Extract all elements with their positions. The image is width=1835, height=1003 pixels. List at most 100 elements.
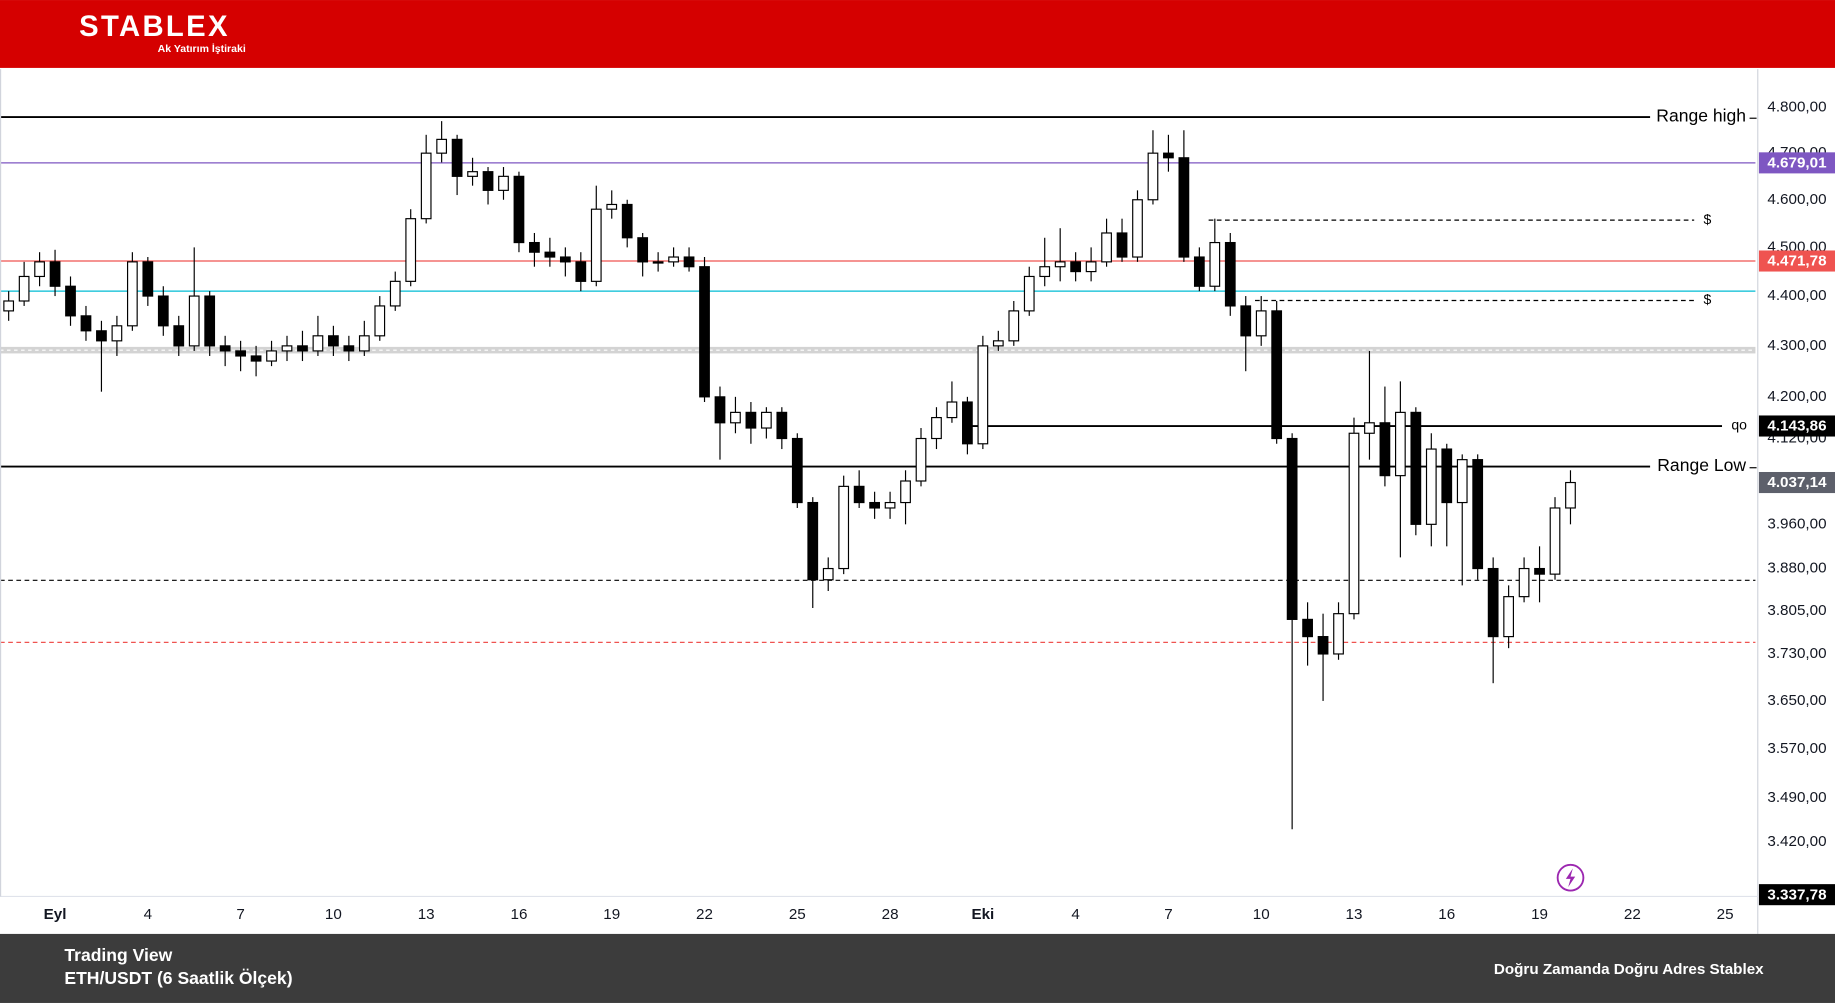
candle-body xyxy=(1255,310,1267,337)
x-tick-label: 22 xyxy=(696,906,713,923)
candle-body xyxy=(1224,241,1236,307)
candle-body xyxy=(250,355,262,362)
candle-body xyxy=(1364,422,1375,434)
candle-body xyxy=(173,325,185,347)
price-box xyxy=(1758,250,1835,272)
level-name: Range high xyxy=(1656,106,1746,126)
candle-body xyxy=(482,171,494,191)
x-tick-label: 13 xyxy=(1346,906,1363,923)
header-bar xyxy=(0,0,1835,68)
footer-bar xyxy=(0,933,1835,1003)
price-box xyxy=(1758,884,1835,906)
candle-body xyxy=(219,345,231,352)
candle-body xyxy=(606,203,618,210)
y-tick-label: 3.880,00 xyxy=(1767,560,1826,577)
price-box xyxy=(1758,471,1835,494)
price-box-label: 3.337,78 xyxy=(1767,886,1826,903)
candle-body xyxy=(1472,459,1484,570)
candle-body xyxy=(111,325,123,342)
x-tick-label: 16 xyxy=(510,906,527,923)
candle-body xyxy=(1008,310,1020,342)
candle-body xyxy=(652,261,664,264)
candle-body xyxy=(760,411,772,429)
candle-body xyxy=(1271,310,1283,440)
level-name: $ xyxy=(1704,291,1712,307)
x-tick-label: 10 xyxy=(1253,906,1270,923)
candle-body xyxy=(157,295,169,327)
candle-body xyxy=(297,345,308,352)
candle-body xyxy=(931,416,942,440)
candle-body xyxy=(559,256,571,263)
candle-body xyxy=(1101,232,1112,263)
y-tick-label: 4.200,00 xyxy=(1767,388,1826,405)
candle-body xyxy=(188,295,200,347)
candle-body xyxy=(714,396,726,424)
candle-body xyxy=(1178,157,1190,258)
icon xyxy=(1556,863,1585,892)
candle-body xyxy=(1302,618,1313,638)
candle-body xyxy=(126,261,138,327)
candle-body xyxy=(1425,448,1437,525)
y-tick-label: 3.570,00 xyxy=(1767,740,1826,757)
candle-body xyxy=(915,437,927,482)
level-name: Range Low xyxy=(1657,455,1746,475)
y-tick-label: 4.400,00 xyxy=(1767,287,1826,304)
candle-body xyxy=(498,175,509,191)
y-tick-label: 4.600,00 xyxy=(1767,191,1826,208)
candle-body xyxy=(266,350,277,362)
candle-body xyxy=(730,411,741,424)
candle-body xyxy=(420,152,432,220)
candle-body xyxy=(1565,481,1576,509)
price-box-label: 4.143,86 xyxy=(1767,418,1826,435)
candle-body xyxy=(96,330,107,342)
candle-body xyxy=(869,501,880,509)
candle-body xyxy=(1503,596,1515,638)
candle-body xyxy=(1240,305,1252,337)
candle-body xyxy=(1441,448,1453,504)
candle-body xyxy=(745,411,757,429)
candle-body xyxy=(1379,422,1391,477)
y-tick-label: 4.300,00 xyxy=(1767,337,1826,354)
candle-body xyxy=(1333,613,1344,655)
candle-body xyxy=(80,315,92,332)
candle-body xyxy=(992,340,1004,347)
price-box-label: 4.471,78 xyxy=(1767,253,1826,270)
candle-body xyxy=(1348,432,1360,615)
x-tick-label: 16 xyxy=(1438,906,1455,923)
y-tick-label: 3.420,00 xyxy=(1767,833,1826,850)
candle-body xyxy=(1023,275,1035,312)
x-tick-label: 7 xyxy=(236,906,244,923)
candle-body xyxy=(1394,411,1406,477)
x-tick-label: 19 xyxy=(603,906,620,923)
price-box-label: 4.037,14 xyxy=(1767,474,1827,491)
candle-body xyxy=(621,203,633,239)
level-name: qo xyxy=(1731,417,1747,433)
candle-body xyxy=(1070,261,1082,273)
candle-body xyxy=(822,567,834,581)
y-tick-label: 3.730,00 xyxy=(1767,645,1826,662)
candle-body xyxy=(1147,152,1159,201)
candle-body xyxy=(1286,437,1298,620)
x-tick-label: Eyl xyxy=(44,906,67,923)
candle-body xyxy=(34,261,45,278)
candle-body xyxy=(529,241,540,253)
price-box xyxy=(1758,152,1835,174)
candle-body xyxy=(235,350,246,357)
price-box xyxy=(1758,415,1835,437)
candle-body xyxy=(668,256,679,263)
plot-area xyxy=(0,116,1756,830)
levels xyxy=(0,116,1756,643)
candle-body xyxy=(1039,266,1051,278)
candle-body xyxy=(807,501,819,581)
candle-body xyxy=(1193,256,1205,287)
candle-body xyxy=(3,300,15,312)
y-tick-label: 3.960,00 xyxy=(1767,515,1826,532)
candle-body xyxy=(544,251,556,258)
x-tick-label: 10 xyxy=(325,906,342,923)
candle-body xyxy=(1209,241,1221,287)
candle-body xyxy=(281,345,293,352)
logo-tagline: Ak Yatırım İştiraki xyxy=(158,42,246,55)
footer-instrument: ETH/USDT (6 Saatlik Ölçek) xyxy=(64,968,292,988)
candle-body xyxy=(853,485,865,504)
level-name: $ xyxy=(1704,211,1712,227)
